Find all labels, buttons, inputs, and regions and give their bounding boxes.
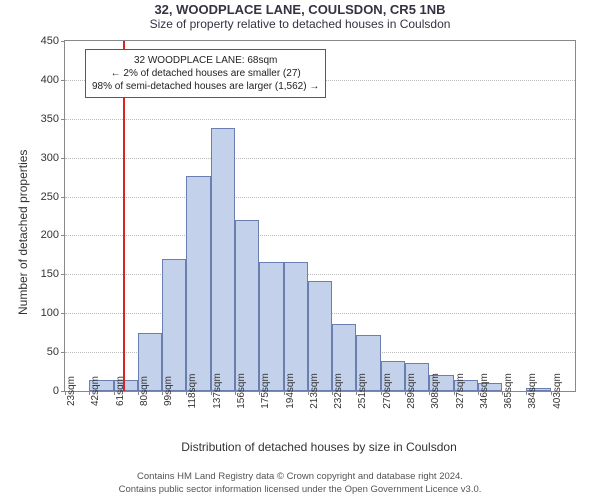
page: { "title_line1": "32, WOODPLACE LANE, CO… xyxy=(0,0,600,500)
histogram-bar xyxy=(186,176,210,391)
ytick-label: 350 xyxy=(41,113,65,125)
info-box: 32 WOODPLACE LANE: 68sqm ← 2% of detache… xyxy=(85,49,326,98)
info-box-line: ← 2% of detached houses are smaller (27) xyxy=(92,67,319,80)
xtick-label: 251sqm xyxy=(351,373,368,409)
xtick-label: 384sqm xyxy=(521,373,538,409)
histogram-bar xyxy=(211,128,235,391)
gridline xyxy=(65,274,575,275)
y-axis-label: Number of detached properties xyxy=(16,150,30,315)
x-axis-label: Distribution of detached houses by size … xyxy=(64,440,574,454)
xtick-label: 270sqm xyxy=(376,373,393,409)
histogram-bar xyxy=(259,262,283,391)
ytick-label: 250 xyxy=(41,191,65,203)
xtick-label: 213sqm xyxy=(303,373,320,409)
xtick-label: 42sqm xyxy=(84,376,101,406)
plot-area: 05010015020025030035040045023sqm42sqm61s… xyxy=(64,40,576,392)
xtick-label: 365sqm xyxy=(497,373,514,409)
gridline xyxy=(65,119,575,120)
page-title: 32, WOODPLACE LANE, COULSDON, CR5 1NB xyxy=(0,0,600,17)
histogram-bar xyxy=(235,220,259,391)
gridline xyxy=(65,197,575,198)
xtick-label: 194sqm xyxy=(279,373,296,409)
ytick-label: 150 xyxy=(41,268,65,280)
xtick-label: 156sqm xyxy=(230,373,247,409)
ytick-label: 400 xyxy=(41,74,65,86)
xtick-label: 80sqm xyxy=(133,376,150,406)
xtick-label: 327sqm xyxy=(449,373,466,409)
page-subtitle: Size of property relative to detached ho… xyxy=(0,17,600,31)
xtick-label: 232sqm xyxy=(327,373,344,409)
xtick-label: 308sqm xyxy=(424,373,441,409)
footer-line: Contains public sector information licen… xyxy=(0,484,600,496)
xtick-label: 137sqm xyxy=(206,373,223,409)
ytick-label: 450 xyxy=(41,35,65,47)
histogram-bar xyxy=(162,259,186,391)
xtick-label: 118sqm xyxy=(181,374,198,409)
xtick-label: 289sqm xyxy=(400,373,417,409)
gridline xyxy=(65,158,575,159)
info-box-line: 32 WOODPLACE LANE: 68sqm xyxy=(92,54,319,67)
xtick-label: 99sqm xyxy=(157,376,174,406)
xtick-label: 175sqm xyxy=(254,373,271,409)
ytick-label: 200 xyxy=(41,229,65,241)
xtick-label: 23sqm xyxy=(60,376,77,406)
ytick-label: 100 xyxy=(41,307,65,319)
info-box-line: 98% of semi-detached houses are larger (… xyxy=(92,80,319,93)
ytick-label: 50 xyxy=(47,346,65,358)
ytick-label: 300 xyxy=(41,152,65,164)
histogram-bar xyxy=(284,262,308,391)
xtick-label: 346sqm xyxy=(473,373,490,409)
gridline xyxy=(65,235,575,236)
footer-line: Contains HM Land Registry data © Crown c… xyxy=(0,471,600,483)
xtick-label: 403sqm xyxy=(546,373,563,409)
footer: Contains HM Land Registry data © Crown c… xyxy=(0,471,600,496)
